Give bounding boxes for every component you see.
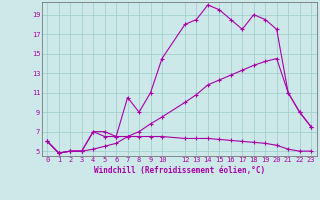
X-axis label: Windchill (Refroidissement éolien,°C): Windchill (Refroidissement éolien,°C) [94,166,265,175]
